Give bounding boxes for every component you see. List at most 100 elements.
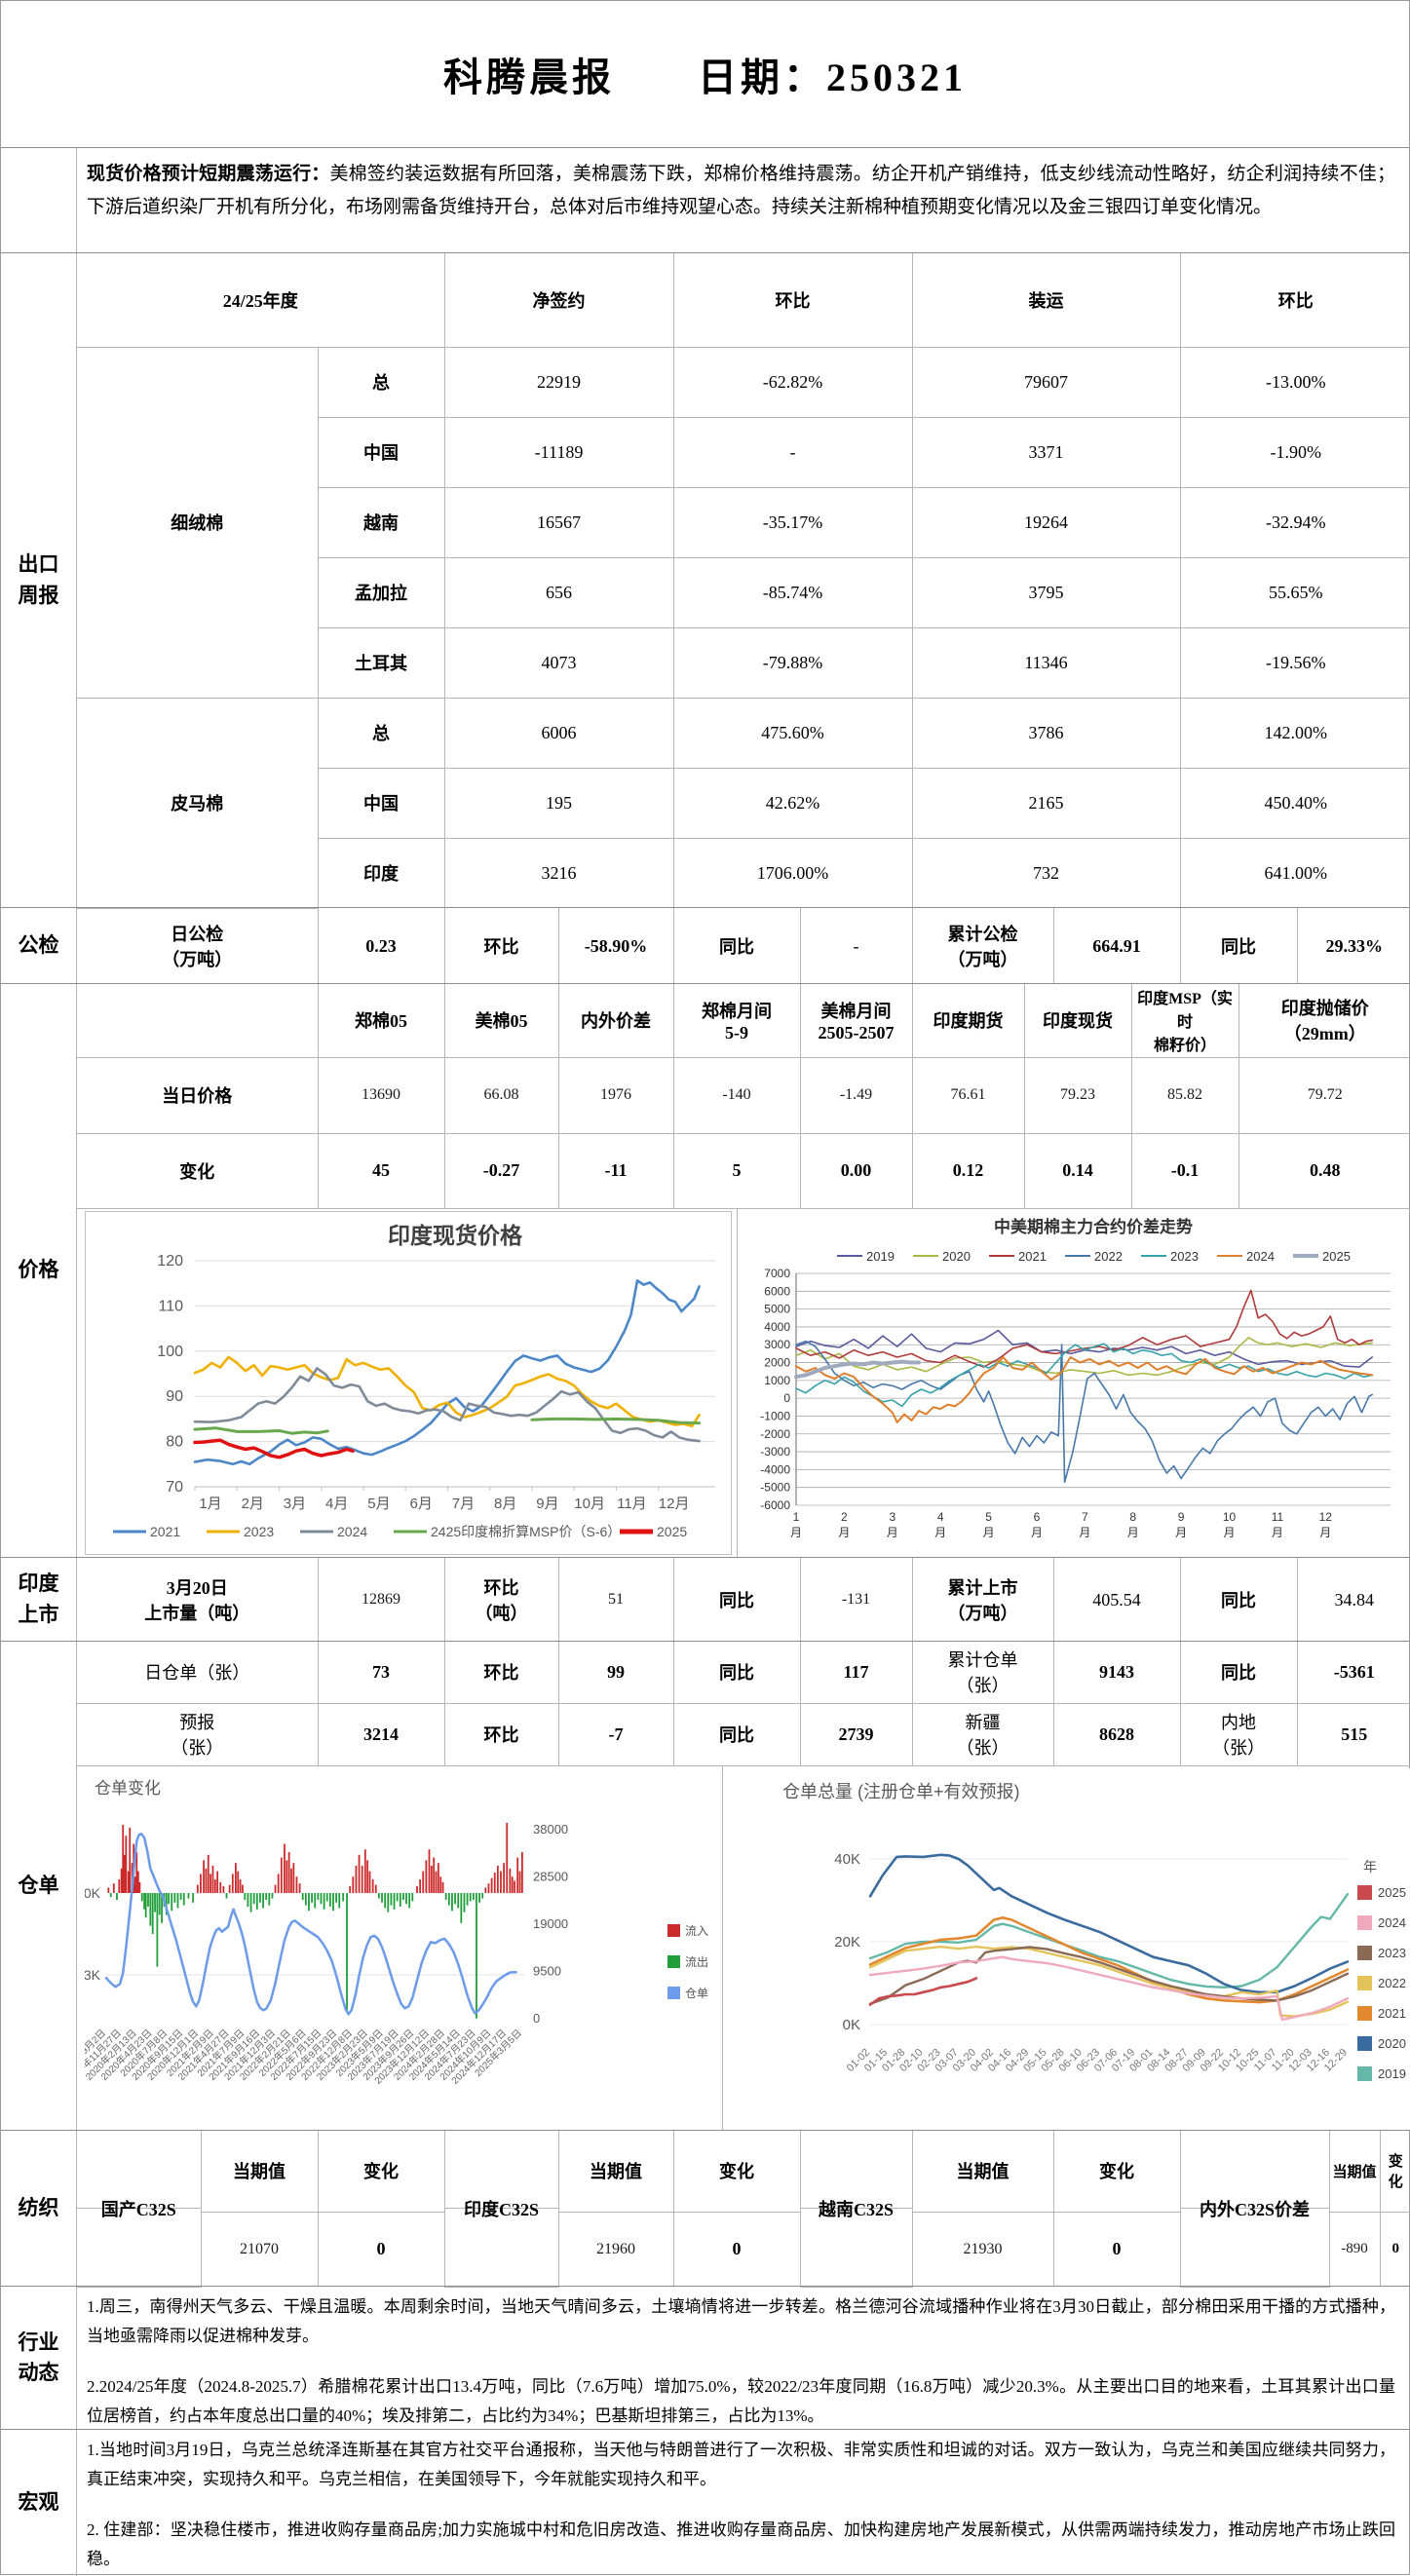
outflow-bar xyxy=(259,1892,261,1903)
inflow-bar xyxy=(490,1877,493,1893)
cell: 79607 xyxy=(912,347,1181,418)
legend-swatch xyxy=(667,1954,680,1968)
summary-label-cell xyxy=(1,148,77,252)
outflow-bar xyxy=(451,1892,453,1911)
legend-label: 2019 xyxy=(866,1249,895,1264)
price-header-row: 郑棉05 美棉05 内外价差 郑棉月间 5-9 美棉月间 2505-2507 印… xyxy=(77,984,1410,1058)
export-group-pima: 皮马棉 xyxy=(77,698,319,909)
series-line xyxy=(193,1425,329,1435)
inflow-bar xyxy=(120,1868,123,1893)
series-line xyxy=(868,1892,1350,1989)
inflow-bar xyxy=(435,1871,438,1893)
textile-table: 国产C32S 当期值 变化 印度C32S 当期值 变化 越南C32S 当期值 变… xyxy=(77,2131,1410,2288)
outflow-bar xyxy=(463,1892,466,1913)
industry-section-label: 行业 动态 xyxy=(1,2287,77,2429)
cell-label: 同比 xyxy=(673,1703,801,1766)
cell-value: 0.14 xyxy=(1024,1133,1132,1209)
cell: 22919 xyxy=(444,347,674,418)
outflow-bar xyxy=(149,1892,152,1926)
legend-swatch xyxy=(1357,1975,1372,1990)
legend-swatch xyxy=(1357,1884,1372,1900)
outflow-bar xyxy=(320,1892,323,1904)
cell-value: -0.27 xyxy=(444,1133,559,1209)
export-header-row: 24/25年度 净签约 环比 装运 环比 xyxy=(77,253,1410,348)
x-tick-label: 3月 xyxy=(284,1496,306,1512)
inflow-bar xyxy=(422,1871,425,1893)
cell-label: 新疆 （张） xyxy=(912,1703,1054,1766)
industry-news: 1.周三，南得州天气多云、干燥且温暖。本周剩余时间，当地天气晴间多云，土壤墒情将… xyxy=(77,2287,1409,2431)
outflow-bar xyxy=(161,1892,163,1923)
series-line xyxy=(868,1853,1350,1993)
outflow-bar xyxy=(301,1892,304,1900)
textile-group-india: 印度C32S xyxy=(444,2131,559,2288)
right-tick-label: 38000 xyxy=(533,1822,568,1837)
y-tick-label: 1000 xyxy=(764,1373,790,1386)
outflow-bar xyxy=(447,1892,450,1906)
section-inspection: 公检 日公检 （万吨） 0.23 环比 -58.90% 同比 - 累计公检 （万… xyxy=(1,907,1409,984)
legend-label: 2021 xyxy=(150,1524,180,1539)
right-tick-label: 28500 xyxy=(533,1869,568,1883)
cell-blank xyxy=(77,984,319,1058)
inflow-bar xyxy=(107,1886,110,1893)
col-current: 当期值 xyxy=(912,2131,1054,2213)
y-tick-label: 80 xyxy=(166,1433,183,1450)
legend-swatch xyxy=(1357,2035,1372,2051)
cell-label: 日仓单（张） xyxy=(77,1642,319,1704)
outflow-bar xyxy=(325,1892,328,1901)
inflow-bar xyxy=(371,1878,374,1893)
inflow-bar xyxy=(136,1871,139,1893)
outflow-bar xyxy=(457,1892,460,1908)
chart-title: 仓单变化 xyxy=(95,1779,161,1798)
inflow-bar xyxy=(437,1862,439,1893)
cell-value: 5 xyxy=(673,1133,801,1209)
cell-value: -5361 xyxy=(1297,1642,1410,1704)
cell-value: -7 xyxy=(558,1703,674,1766)
cell: 11346 xyxy=(912,627,1181,699)
export-col-mom2: 环比 xyxy=(1180,253,1410,348)
inflow-bar xyxy=(349,1885,352,1893)
inflow-bar xyxy=(518,1871,521,1893)
table-row: 预报 （张） 3214 环比 -7 同比 2739 新疆 （张） 8628 内地… xyxy=(77,1703,1410,1766)
inflow-bar xyxy=(196,1884,199,1893)
inflow-bar xyxy=(112,1882,115,1893)
col-change: 变化 xyxy=(318,2131,445,2213)
legend-swatch xyxy=(1357,2005,1372,2021)
section-industry-news: 行业 动态 1.周三，南得州天气多云、干燥且温暖。本周剩余时间，当地天气晴间多云… xyxy=(1,2286,1409,2429)
inflow-bar xyxy=(127,1871,130,1893)
y-tick-label: 4000 xyxy=(764,1319,790,1333)
cell-label: 同比 xyxy=(1180,1642,1298,1704)
legend-label: 2025 xyxy=(1378,1885,1406,1900)
series-line xyxy=(193,1278,701,1465)
warehouse-table: 日仓单（张） 73 环比 99 同比 117 累计仓单 （张） 9143 同比 … xyxy=(77,1642,1410,1766)
cell-value: 29.33% xyxy=(1325,935,1384,956)
table-row: 中国 195 42.62% 2165 450.40% xyxy=(77,768,1410,839)
outflow-bar xyxy=(192,1892,195,1903)
inflow-bar xyxy=(355,1865,358,1893)
inspection-row-wrap: 日公检 （万吨） 0.23 环比 -58.90% 同比 - 累计公检 （万吨） … xyxy=(77,908,1409,984)
inflow-bar xyxy=(484,1886,487,1893)
x-tick-label: 5月 xyxy=(367,1496,390,1512)
outflow-bar xyxy=(469,1892,472,1901)
inspection-section-label: 公检 xyxy=(1,908,77,983)
cell-label: 日公检 （万吨） xyxy=(77,908,319,984)
legend-title: 年 xyxy=(1363,1859,1377,1875)
price-col: 郑棉月间 5-9 xyxy=(673,984,801,1058)
cell: 656 xyxy=(444,557,674,628)
inflow-bar xyxy=(428,1848,431,1893)
inflow-bar xyxy=(419,1878,422,1893)
table-row: 3月20日 上市量（吨） 12869 环比 （吨） 51 同比 -131 累计上… xyxy=(77,1558,1410,1642)
inflow-bar xyxy=(358,1854,361,1893)
summary-content: 现货价格预计短期震荡运行：美棉签约装运数据有所回落，美棉震荡下跌，郑棉价格维持震… xyxy=(77,148,1409,252)
outflow-bar xyxy=(384,1892,387,1908)
legend-label: 2020 xyxy=(1378,2036,1406,2051)
legend-swatch xyxy=(1357,1914,1372,1930)
y-tick-label: -2000 xyxy=(760,1426,790,1440)
legend-label: 2024 xyxy=(1378,1915,1406,1930)
col-change: 变化 xyxy=(1380,2131,1410,2213)
price-change-row: 变化 45 -0.27 -11 5 0.00 0.12 0.14 -0.1 0.… xyxy=(77,1133,1410,1209)
legend-label: 2022 xyxy=(1378,1976,1406,1990)
